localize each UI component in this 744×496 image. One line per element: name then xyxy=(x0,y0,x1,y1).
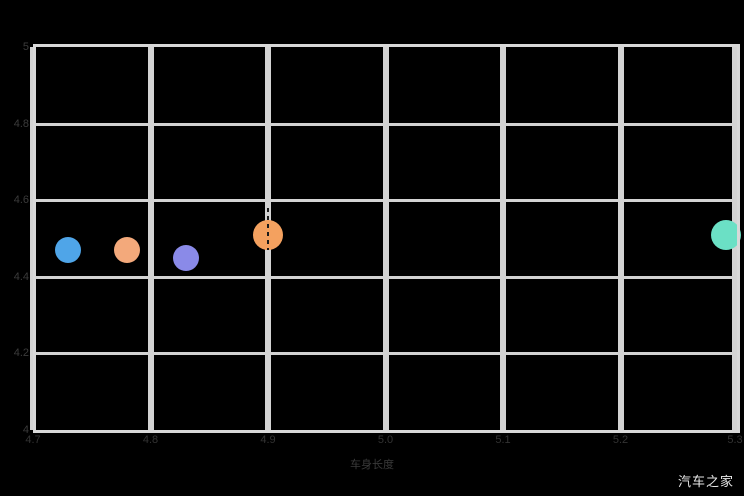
gridline-horizontal xyxy=(33,275,738,279)
x-axis-title: 车身长度 xyxy=(350,459,394,471)
axis-top-line xyxy=(33,44,740,47)
y-tick-label: 4.6 xyxy=(13,194,29,207)
x-tick-label: 5.3 xyxy=(727,434,743,446)
axis-bottom-line xyxy=(33,430,740,433)
y-tick-label: 4.4 xyxy=(13,270,29,283)
data-point[interactable] xyxy=(711,219,742,250)
gridline-horizontal xyxy=(33,352,738,356)
data-point[interactable] xyxy=(55,236,82,263)
y-tick-label: 4.2 xyxy=(13,347,29,360)
y-tick-label: 5 xyxy=(22,41,29,53)
gridline-vertical xyxy=(147,47,154,430)
crosshair-vertical-line xyxy=(267,207,269,250)
watermark: 汽车之家 xyxy=(677,474,734,489)
x-tick-label: 5.1 xyxy=(495,434,511,446)
gridline-horizontal xyxy=(33,199,738,203)
x-tick-label: 4.8 xyxy=(142,434,159,446)
y-axis-tick-labels: 5 4.8 4.6 4.4 4.2 4 xyxy=(0,0,29,496)
gridline-vertical xyxy=(500,47,506,430)
gridline-vertical xyxy=(617,47,624,430)
y-tick-label: 4.8 xyxy=(13,117,29,130)
axis-left-line xyxy=(33,44,36,433)
gridline-horizontal xyxy=(33,122,738,126)
axis-right-line xyxy=(737,44,740,433)
x-tick-label: 5.2 xyxy=(612,434,629,446)
plot-area[interactable] xyxy=(30,47,742,430)
data-point[interactable] xyxy=(114,236,140,263)
gridline-vertical xyxy=(382,47,389,430)
x-tick-label: 4.9 xyxy=(260,434,276,446)
y-tick-label: 4 xyxy=(22,424,29,436)
x-tick-label: 5.0 xyxy=(377,434,394,446)
x-tick-label: 4.7 xyxy=(25,434,41,446)
data-point[interactable] xyxy=(172,244,199,271)
